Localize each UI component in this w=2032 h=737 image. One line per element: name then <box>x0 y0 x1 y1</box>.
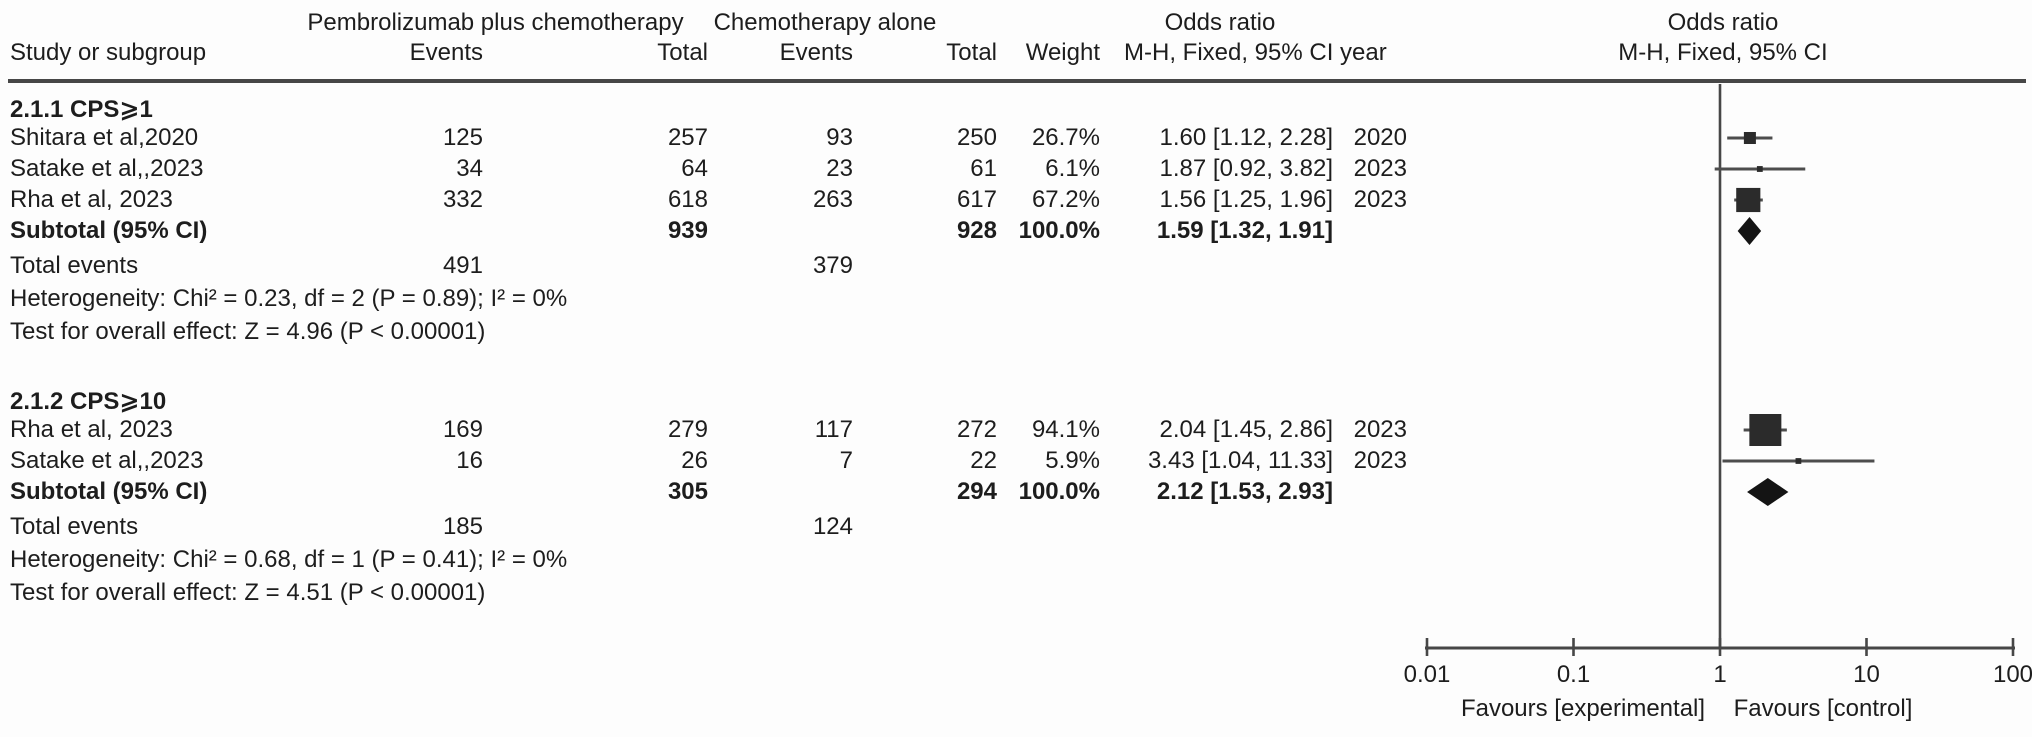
effect-square <box>1795 458 1802 464</box>
events-treatment: 169 <box>442 416 483 443</box>
or-ci-text: 1.60 [1.12, 2.28] <box>1159 124 1333 151</box>
total-control: 250 <box>956 124 997 151</box>
events-control: 23 <box>826 155 853 182</box>
subtotal-or-ci-text: 1.59 [1.32, 1.91] <box>1156 217 1333 244</box>
year-value: 2020 <box>1353 124 1407 151</box>
col-header-or-ci-year: M-H, Fixed, 95% CI year <box>1124 39 1387 66</box>
weight-value: 6.1% <box>1045 155 1100 182</box>
year-value: 2023 <box>1353 416 1407 443</box>
subtotal-diamond <box>1737 217 1762 245</box>
effect-square <box>1736 187 1761 213</box>
total-treatment: 618 <box>667 186 708 213</box>
odds-ratio-left-title: Odds ratio <box>1164 9 1276 36</box>
odds-ratio-right-title: Odds ratio <box>1667 9 1779 36</box>
effect-square <box>1756 166 1763 172</box>
events-treatment: 16 <box>456 447 483 474</box>
or-ci-text: 1.87 [0.92, 3.82] <box>1159 155 1333 182</box>
total-events-treatment: 491 <box>442 252 483 279</box>
effect-square <box>1743 131 1756 145</box>
x-axis-tick-label: 0.1 <box>1557 661 1590 688</box>
heterogeneity-text: Heterogeneity: Chi² = 0.68, df = 1 (P = … <box>10 546 568 573</box>
total-treatment: 279 <box>667 416 708 443</box>
col-header-events-2: Events <box>779 39 853 66</box>
col-header-or-ci-plot: M-H, Fixed, 95% CI <box>1618 39 1828 66</box>
events-control: 263 <box>812 186 853 213</box>
subtotal-label: Subtotal (95% CI) <box>10 478 208 505</box>
total-events-label: Total events <box>10 513 139 540</box>
treatment-group-header: Pembrolizumab plus chemotherapy <box>307 9 684 36</box>
total-control: 61 <box>970 155 997 182</box>
events-treatment: 34 <box>456 155 483 182</box>
x-axis-tick-label: 100 <box>1993 661 2032 688</box>
x-axis-tick-label: 1 <box>1713 661 1726 688</box>
total-treatment: 257 <box>667 124 708 151</box>
weight-value: 5.9% <box>1045 447 1100 474</box>
favours-experimental-label: Favours [experimental] <box>1461 695 1705 722</box>
events-treatment: 125 <box>442 124 483 151</box>
favours-control-label: Favours [control] <box>1734 695 1913 722</box>
subtotal-label: Subtotal (95% CI) <box>10 217 208 244</box>
total-treatment: 26 <box>681 447 708 474</box>
study-name: Satake et al,,2023 <box>10 155 204 182</box>
or-ci-text: 2.04 [1.45, 2.86] <box>1159 416 1333 443</box>
study-name: Rha et al, 2023 <box>10 186 173 213</box>
study-name: Satake et al,,2023 <box>10 447 204 474</box>
x-axis-tick-label: 0.01 <box>1404 661 1451 688</box>
events-treatment: 332 <box>442 186 483 213</box>
total-control: 22 <box>970 447 997 474</box>
events-control: 117 <box>814 416 853 443</box>
subtotal-total-treatment: 305 <box>667 478 708 505</box>
total-events-control: 124 <box>812 513 853 540</box>
heterogeneity-text: Heterogeneity: Chi² = 0.23, df = 2 (P = … <box>10 285 568 312</box>
total-control: 272 <box>956 416 997 443</box>
events-control: 7 <box>839 447 853 474</box>
total-events-treatment: 185 <box>442 513 483 540</box>
or-ci-text: 3.43 [1.04, 11.33] <box>1147 447 1333 474</box>
effect-square <box>1749 414 1782 446</box>
subtotal-weight: 100.0% <box>1018 217 1100 244</box>
overall-effect-text: Test for overall effect: Z = 4.96 (P < 0… <box>10 318 486 345</box>
control-group-header: Chemotherapy alone <box>713 9 937 36</box>
col-header-total-1: Total <box>657 39 708 66</box>
events-control: 93 <box>826 124 853 151</box>
x-axis-tick-label: 10 <box>1853 661 1880 688</box>
total-events-control: 379 <box>812 252 853 279</box>
overall-effect-text: Test for overall effect: Z = 4.51 (P < 0… <box>10 579 486 606</box>
col-header-total-2: Total <box>946 39 997 66</box>
subtotal-or-ci-text: 2.12 [1.53, 2.93] <box>1156 478 1333 505</box>
weight-value: 26.7% <box>1031 124 1100 151</box>
subtotal-diamond <box>1747 478 1789 506</box>
col-header-study: Study or subgroup <box>10 39 207 66</box>
year-value: 2023 <box>1353 155 1407 182</box>
subtotal-total-control: 928 <box>956 217 997 244</box>
subgroup-label: 2.1.2 CPS⩾10 <box>10 388 167 415</box>
subtotal-total-treatment: 939 <box>667 217 708 244</box>
total-events-label: Total events <box>10 252 139 279</box>
col-header-events-1: Events <box>409 39 483 66</box>
weight-value: 94.1% <box>1031 416 1100 443</box>
header-divider <box>8 79 2026 83</box>
total-treatment: 64 <box>681 155 708 182</box>
year-value: 2023 <box>1353 186 1407 213</box>
subtotal-weight: 100.0% <box>1018 478 1100 505</box>
year-value: 2023 <box>1353 447 1407 474</box>
study-name: Shitara et al,2020 <box>10 124 199 151</box>
or-ci-text: 1.56 [1.25, 1.96] <box>1159 186 1333 213</box>
subgroup-label: 2.1.1 CPS⩾1 <box>10 96 153 123</box>
weight-value: 67.2% <box>1031 186 1100 213</box>
col-header-weight: Weight <box>1025 39 1100 66</box>
total-control: 617 <box>956 186 997 213</box>
study-name: Rha et al, 2023 <box>10 416 173 443</box>
subtotal-total-control: 294 <box>956 478 997 505</box>
